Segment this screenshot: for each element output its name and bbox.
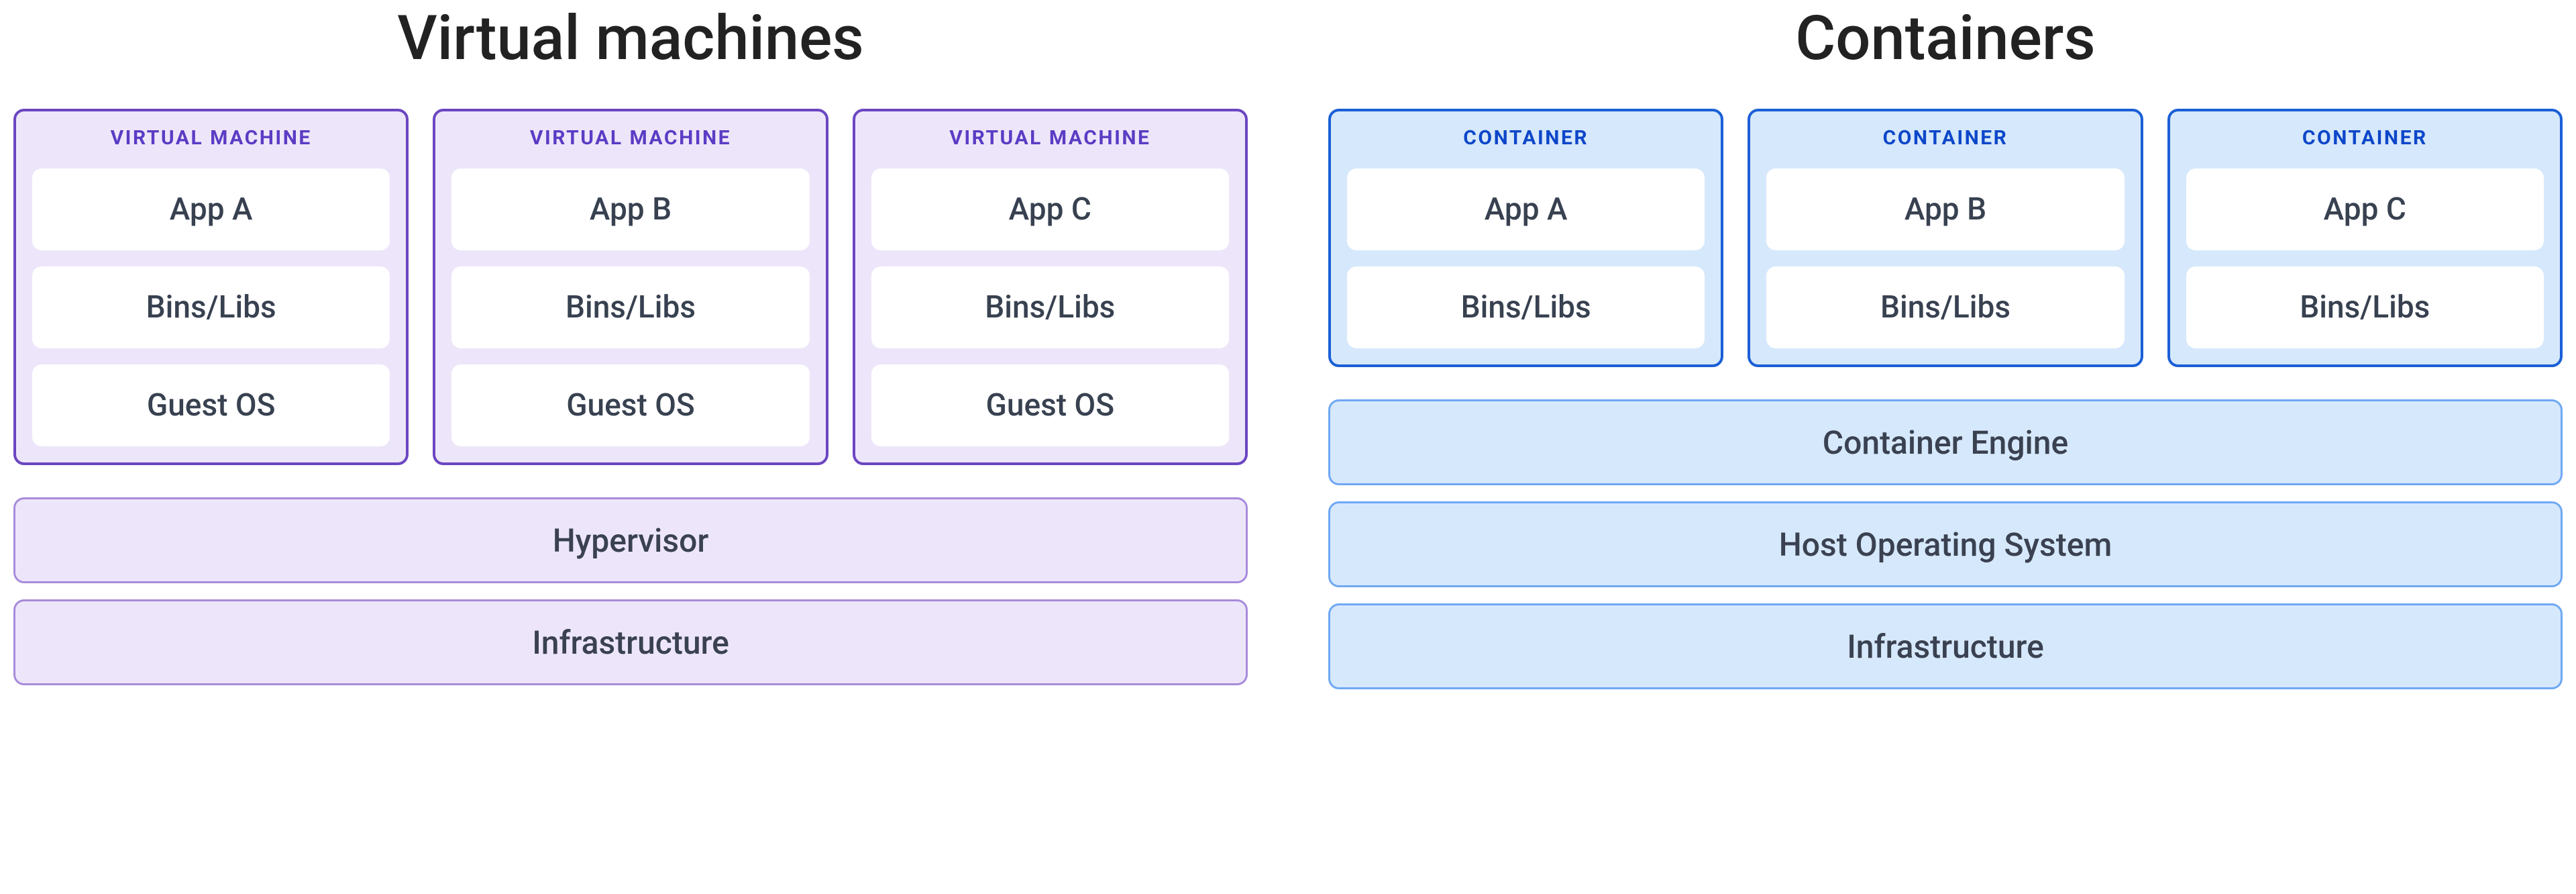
vm-cards-row: VIRTUAL MACHINE App A Bins/Libs Guest OS… xyxy=(13,109,1248,465)
vm-card: VIRTUAL MACHINE App A Bins/Libs Guest OS xyxy=(13,109,409,465)
vm-app-box: App B xyxy=(451,168,809,250)
vm-stack: Virtual machines VIRTUAL MACHINE App A B… xyxy=(13,0,1248,685)
vm-card-label: VIRTUAL MACHINE xyxy=(451,126,809,150)
vm-guestos-box: Guest OS xyxy=(451,364,809,446)
vm-card: VIRTUAL MACHINE App C Bins/Libs Guest OS xyxy=(853,109,1248,465)
vm-card-label: VIRTUAL MACHINE xyxy=(871,126,1229,150)
vm-binslibs-box: Bins/Libs xyxy=(32,266,390,348)
ct-title: Containers xyxy=(1795,8,2096,70)
ct-card: CONTAINER App A Bins/Libs xyxy=(1328,109,1723,367)
ct-app-box: App B xyxy=(1766,168,2124,250)
vm-guestos-box: Guest OS xyxy=(871,364,1229,446)
ct-wide-layers: Container Engine Host Operating System I… xyxy=(1328,399,2563,689)
ct-cards-row: CONTAINER App A Bins/Libs CONTAINER App … xyxy=(1328,109,2563,367)
comparison-diagram: Virtual machines VIRTUAL MACHINE App A B… xyxy=(0,0,2576,894)
ct-app-box: App C xyxy=(2186,168,2544,250)
ct-binslibs-box: Bins/Libs xyxy=(1347,266,1705,348)
ct-card-label: CONTAINER xyxy=(1347,126,1705,150)
vm-binslibs-box: Bins/Libs xyxy=(871,266,1229,348)
ct-engine-layer: Container Engine xyxy=(1328,399,2563,485)
ct-card: CONTAINER App C Bins/Libs xyxy=(2167,109,2563,367)
vm-infrastructure-layer: Infrastructure xyxy=(13,599,1248,685)
ct-binslibs-box: Bins/Libs xyxy=(2186,266,2544,348)
vm-hypervisor-layer: Hypervisor xyxy=(13,497,1248,583)
ct-hostos-layer: Host Operating System xyxy=(1328,501,2563,587)
vm-guestos-box: Guest OS xyxy=(32,364,390,446)
ct-card: CONTAINER App B Bins/Libs xyxy=(1748,109,2143,367)
ct-stack: Containers CONTAINER App A Bins/Libs CON… xyxy=(1328,0,2563,689)
vm-title: Virtual machines xyxy=(397,8,863,70)
ct-infrastructure-layer: Infrastructure xyxy=(1328,603,2563,689)
ct-app-box: App A xyxy=(1347,168,1705,250)
ct-card-label: CONTAINER xyxy=(1766,126,2124,150)
vm-card: VIRTUAL MACHINE App B Bins/Libs Guest OS xyxy=(433,109,828,465)
vm-app-box: App A xyxy=(32,168,390,250)
vm-wide-layers: Hypervisor Infrastructure xyxy=(13,497,1248,685)
vm-app-box: App C xyxy=(871,168,1229,250)
vm-card-label: VIRTUAL MACHINE xyxy=(32,126,390,150)
ct-binslibs-box: Bins/Libs xyxy=(1766,266,2124,348)
vm-binslibs-box: Bins/Libs xyxy=(451,266,809,348)
ct-card-label: CONTAINER xyxy=(2186,126,2544,150)
